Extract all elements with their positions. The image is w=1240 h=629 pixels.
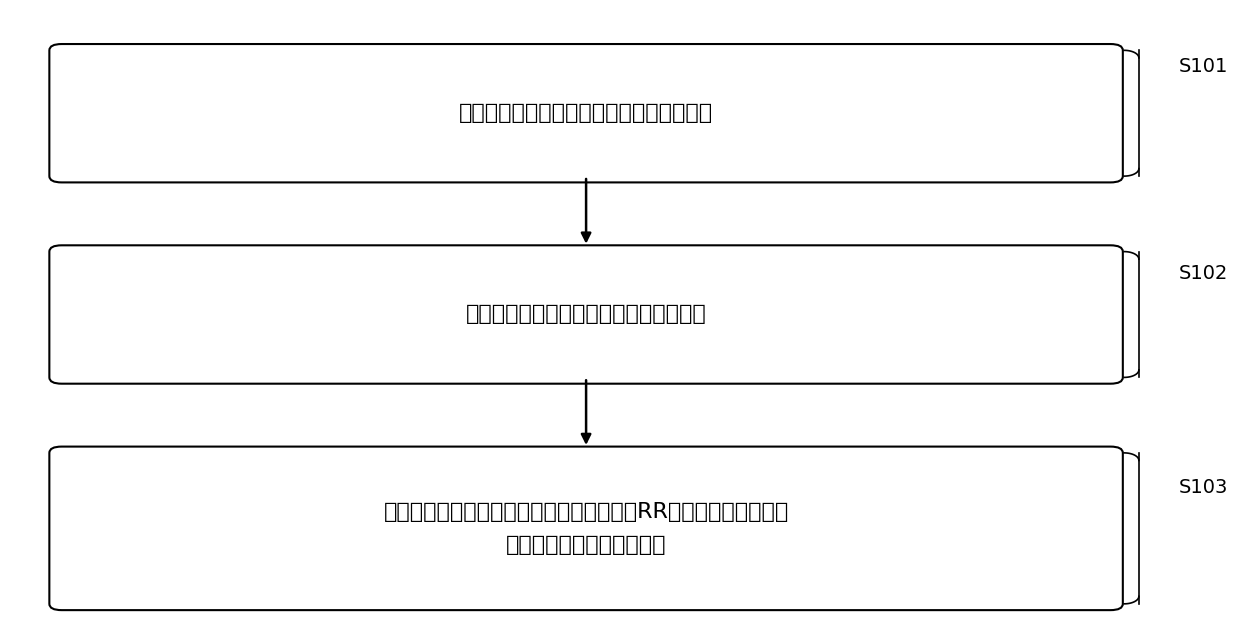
FancyBboxPatch shape [50, 44, 1123, 182]
Text: 基于深度神经网络对训练集中的心跳波形和RR间期进行特征学习和
分类，以确定心律失常类别: 基于深度神经网络对训练集中的心跳波形和RR间期进行特征学习和 分类，以确定心律失… [383, 502, 789, 555]
FancyBboxPatch shape [50, 245, 1123, 384]
Text: S103: S103 [1178, 478, 1228, 497]
FancyBboxPatch shape [50, 447, 1123, 610]
Text: S102: S102 [1178, 264, 1228, 283]
Text: 截取心电信号中的心跳波形列表重构训练集: 截取心电信号中的心跳波形列表重构训练集 [459, 103, 713, 123]
Text: S101: S101 [1178, 57, 1228, 75]
Text: 扩增所述训练集中的心跳波形列表的数量: 扩增所述训练集中的心跳波形列表的数量 [466, 304, 707, 325]
